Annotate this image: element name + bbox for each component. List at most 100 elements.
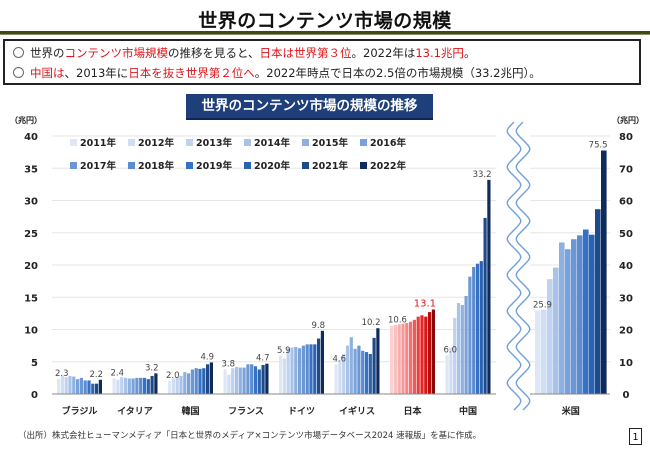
bar [91, 383, 95, 394]
data-label-last: 75.5 [589, 141, 608, 151]
y-tick-label-left: 10 [24, 326, 38, 337]
bar [342, 354, 346, 394]
data-label-last: 10.2 [362, 318, 381, 328]
bar [535, 310, 541, 394]
bar [397, 324, 401, 394]
category-label: 韓国 [181, 405, 199, 417]
bar [246, 364, 250, 394]
data-label-last: 13.1 [414, 299, 436, 310]
bar [487, 179, 491, 394]
data-label-first: 5.9 [277, 346, 291, 356]
legend-label: 2021年 [312, 160, 348, 172]
data-label-first: 2.3 [55, 369, 69, 379]
y-tick-label-left: 0 [31, 390, 38, 401]
bar [345, 345, 350, 394]
bar [541, 309, 547, 394]
category-label: 日本 [403, 405, 422, 417]
category-label: イタリア [117, 405, 153, 417]
legend-label: 2017年 [80, 160, 116, 172]
bar [168, 381, 172, 394]
bar [190, 369, 194, 394]
bar [139, 377, 143, 394]
bar [112, 378, 116, 394]
data-label-last: 3.2 [145, 363, 159, 373]
bar [135, 377, 139, 394]
highlight-text: 13.1兆円 [415, 46, 464, 60]
data-label-last: 4.7 [256, 354, 270, 364]
legend-label: 2020年 [254, 160, 290, 172]
data-label-first: 4.6 [333, 354, 347, 364]
bar [76, 379, 80, 394]
bar [401, 323, 405, 394]
bar [428, 312, 432, 394]
bar [317, 338, 321, 394]
bar [261, 364, 265, 394]
data-label-last: 2.2 [89, 370, 103, 380]
highlight-text: 日本は世界第３位 [259, 46, 352, 60]
bar [279, 355, 283, 394]
bar [460, 304, 464, 394]
legend-swatch [244, 139, 251, 146]
bar [95, 383, 99, 394]
title-divider [0, 31, 650, 35]
bar [390, 325, 394, 394]
y-tick-label-right: 80 [619, 132, 633, 143]
y-tick-label-right: 60 [619, 197, 633, 208]
bar [187, 373, 191, 394]
y-tick-label-right: 30 [619, 293, 633, 304]
bar [57, 379, 61, 394]
summary-text: 。2022年は [351, 46, 416, 60]
bar [227, 374, 231, 394]
bar [257, 369, 261, 394]
bar [553, 267, 559, 394]
bar [64, 377, 68, 394]
summary-line-2: 中国は、2013年に日本を抜き世界第２位へ。2022年時点で日本の2.5倍の市場… [13, 63, 631, 83]
bar [242, 367, 246, 394]
bar [60, 375, 64, 394]
bar [183, 372, 187, 394]
bar [253, 366, 258, 394]
legend-label: 2014年 [254, 137, 290, 149]
bar [449, 347, 453, 394]
bar [468, 276, 472, 394]
category-label: 中国 [459, 405, 477, 417]
bar [583, 229, 589, 394]
y-tick-label-left: 30 [24, 197, 38, 208]
bar [175, 377, 179, 394]
bar [72, 376, 76, 394]
y-tick-label-left: 25 [24, 229, 38, 240]
bar [301, 345, 305, 394]
bar [412, 319, 416, 394]
bar [146, 379, 150, 394]
bar [479, 261, 483, 394]
legend-swatch [186, 139, 193, 146]
data-label-first: 6.0 [444, 345, 458, 355]
legend-label: 2015年 [312, 137, 348, 149]
data-label-first: 10.6 [388, 316, 407, 326]
bar [150, 375, 154, 394]
bar [416, 316, 420, 394]
bar [209, 362, 213, 394]
bar [334, 364, 338, 394]
bar [120, 377, 124, 394]
data-label-first: 3.8 [222, 359, 236, 369]
bar [83, 380, 87, 394]
bar [127, 378, 131, 394]
bar [238, 367, 242, 394]
y-tick-label-left: 20 [24, 261, 38, 272]
bar [320, 330, 324, 394]
bar [87, 380, 91, 394]
bar [376, 328, 380, 394]
bar [286, 348, 290, 394]
legend-label: 2016年 [370, 137, 406, 149]
source-note: （出所）株式会社ヒューマンメディア「日本と世界のメディア×コンテンツ市場データベ… [18, 431, 482, 441]
y-tick-label-left: 15 [24, 293, 38, 304]
bar [420, 315, 424, 394]
bar [154, 373, 158, 394]
legend-swatch [128, 139, 135, 146]
y-tick-label-right: 0 [623, 390, 630, 401]
y-tick-label-left: 35 [24, 164, 38, 175]
summary-box: 世界のコンテンツ市場規模の推移を見ると、日本は世界第３位。2022年は13.1兆… [3, 39, 641, 85]
bar [424, 316, 428, 394]
axis-break-wave [506, 121, 522, 411]
